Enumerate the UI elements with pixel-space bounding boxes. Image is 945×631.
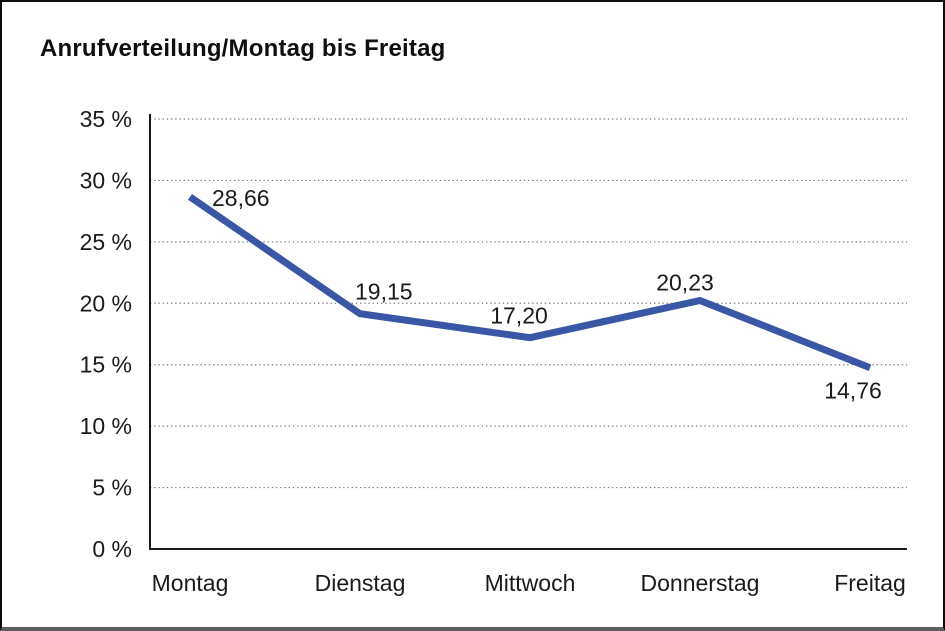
y-tick-label: 35 %	[80, 106, 132, 132]
data-point-label: 20,23	[656, 269, 714, 295]
y-tick-label: 20 %	[80, 290, 132, 316]
y-tick-label: 15 %	[80, 352, 132, 378]
x-category-label: Donnerstag	[641, 570, 760, 596]
x-category-label: Dienstag	[315, 570, 406, 596]
data-point-label: 19,15	[355, 279, 413, 305]
y-tick-label: 30 %	[80, 167, 132, 193]
data-point-label: 14,76	[824, 378, 882, 404]
data-point-label: 28,66	[212, 185, 270, 211]
x-category-label: Freitag	[834, 570, 906, 596]
x-category-label: Mittwoch	[485, 570, 576, 596]
y-tick-label: 25 %	[80, 229, 132, 255]
x-category-label: Montag	[152, 570, 229, 596]
data-point-label: 17,20	[490, 303, 548, 329]
y-tick-label: 5 %	[92, 475, 132, 501]
series-line	[188, 194, 872, 371]
y-tick-label: 0 %	[92, 536, 132, 562]
chart-title: Anrufverteilung/Montag bis Freitag	[40, 35, 446, 62]
y-tick-label: 10 %	[80, 413, 132, 439]
